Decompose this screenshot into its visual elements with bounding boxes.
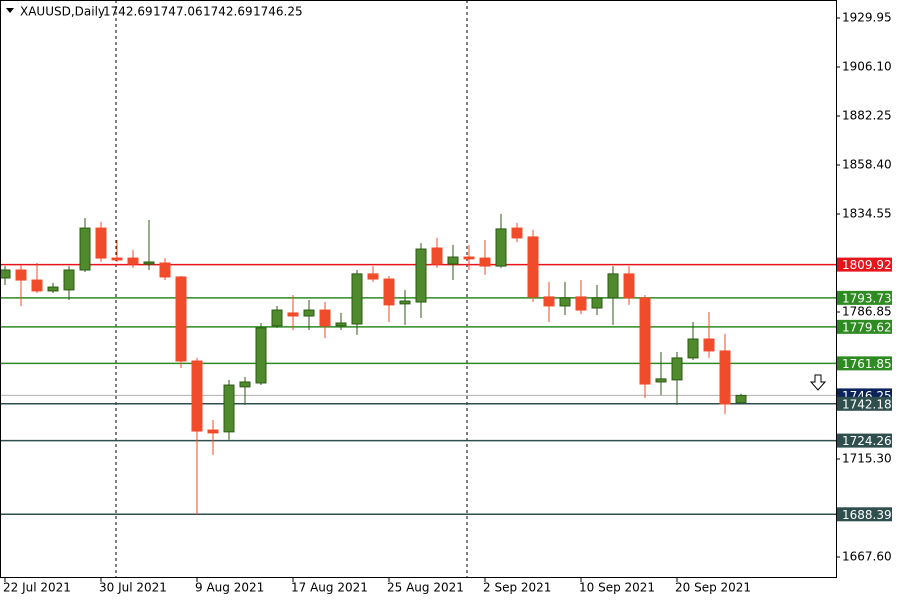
plot-frame	[0, 0, 837, 578]
candle-body	[351, 273, 363, 325]
candle-body	[399, 300, 411, 305]
candle-body	[703, 338, 715, 352]
candle-body	[607, 273, 619, 299]
level-label-box	[837, 396, 892, 411]
level-label-box	[837, 257, 892, 272]
candle-body	[479, 257, 491, 267]
candle-body	[687, 338, 699, 359]
candle-body	[735, 394, 747, 404]
level-label-box	[837, 290, 892, 305]
candle-body	[463, 256, 475, 260]
level-label: 1809.92	[842, 258, 892, 272]
candle-body	[47, 286, 59, 292]
sell-arrow-icon	[809, 374, 827, 391]
candle-body	[383, 278, 395, 306]
candle-body	[191, 360, 203, 432]
candle-body	[591, 297, 603, 309]
y-tick-label: 1858.40	[842, 157, 892, 171]
candle-body	[447, 256, 459, 265]
plot-area	[0, 213, 836, 516]
x-tick-label: 17 Aug 2021	[291, 581, 368, 595]
candle-body	[111, 257, 123, 261]
level-label-box	[837, 319, 892, 334]
candle-body	[207, 429, 219, 434]
menu-arrow	[6, 8, 14, 13]
candle-body	[287, 312, 299, 317]
x-tick-label: 22 Jul 2021	[3, 581, 71, 595]
candle-body	[79, 227, 91, 271]
candle-body	[319, 309, 331, 327]
level-label: 1742.18	[842, 397, 892, 411]
y-tick-label: 1834.55	[842, 206, 892, 220]
candle-body	[639, 297, 651, 385]
header-low: 1742.69	[203, 5, 253, 19]
candle-body	[95, 227, 107, 259]
candle-body	[559, 297, 571, 307]
candle-body	[223, 384, 235, 433]
level-label: 1779.62	[842, 320, 892, 334]
candle-body	[335, 322, 347, 327]
candle-body	[367, 273, 379, 280]
candle-body	[655, 378, 667, 383]
level-label-box	[837, 507, 892, 522]
candle-body	[239, 381, 251, 388]
candle-body	[31, 279, 43, 292]
y-tick-label: 1667.60	[842, 550, 892, 564]
y-tick-label: 1929.95	[842, 10, 892, 24]
y-tick-label: 1906.10	[842, 59, 892, 73]
candle-body	[671, 357, 683, 381]
candle-body	[495, 228, 507, 267]
header-close: 1746.25	[253, 5, 303, 19]
level-label: 1761.85	[842, 357, 892, 371]
candle-body	[255, 327, 267, 384]
candle-body	[623, 273, 635, 299]
candle-body	[527, 236, 539, 298]
candle-body	[543, 296, 555, 307]
candle-body	[271, 309, 283, 327]
x-tick-label: 30 Jul 2021	[99, 581, 167, 595]
y-tick-label: 1882.25	[842, 108, 892, 122]
candle-body	[159, 262, 171, 278]
candle-body	[303, 309, 315, 317]
candle-body	[511, 227, 523, 239]
x-tick-label: 25 Aug 2021	[387, 581, 464, 595]
chart-title: XAUUSD,Daily	[20, 5, 105, 19]
x-tick-label: 9 Aug 2021	[195, 581, 264, 595]
header-high: 1747.06	[153, 5, 203, 19]
candle-body	[431, 247, 443, 265]
candle-body	[63, 269, 75, 291]
candle-body	[143, 261, 155, 265]
level-label: 1724.26	[842, 434, 892, 448]
candle-body	[575, 296, 587, 311]
candle-body	[0, 269, 11, 279]
header-open: 1742.69	[103, 5, 153, 19]
level-label-box	[837, 433, 892, 448]
y-tick-label: 1715.30	[842, 452, 892, 466]
candle-body	[175, 276, 187, 362]
x-tick-label: 20 Sep 2021	[675, 581, 751, 595]
candle-body	[415, 248, 427, 303]
candle-body	[127, 257, 139, 265]
candle-body	[719, 350, 731, 405]
y-tick-label: 1786.85	[842, 305, 892, 319]
x-tick-label: 10 Sep 2021	[579, 581, 655, 595]
level-label: 1688.39	[842, 508, 892, 522]
candle-body	[15, 269, 27, 281]
level-label-box	[837, 356, 892, 371]
level-label: 1793.73	[842, 291, 892, 305]
x-tick-label: 2 Sep 2021	[483, 581, 551, 595]
